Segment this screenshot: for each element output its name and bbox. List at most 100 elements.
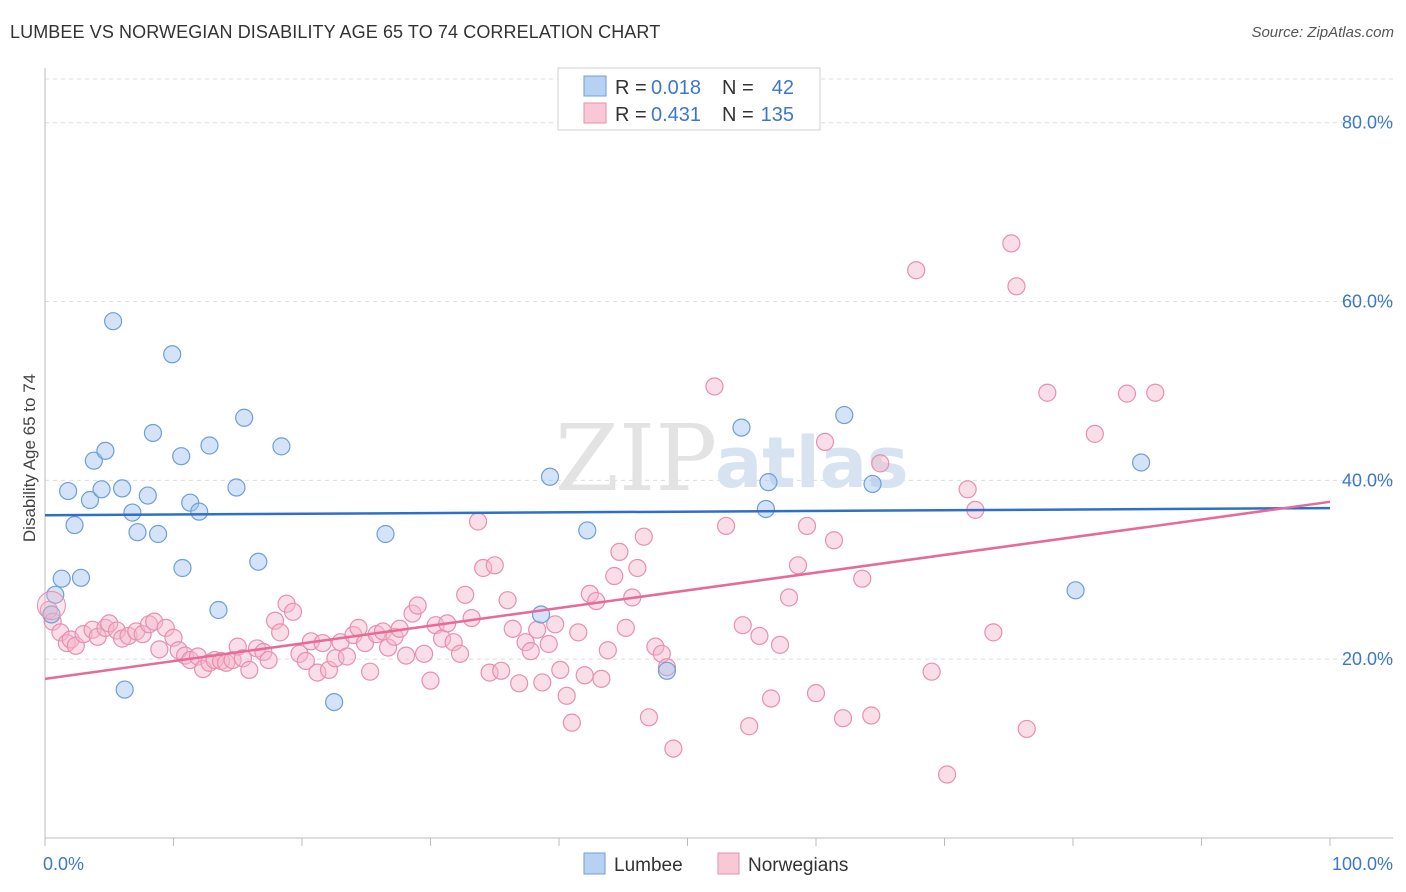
norwegian-point (815, 432, 835, 452)
norwegian-point (646, 637, 665, 656)
lumbee-point (104, 312, 123, 331)
norwegian-point (528, 620, 547, 639)
norwegian-point (575, 666, 594, 685)
lumbee-point (92, 480, 111, 499)
x-tick-label: 0.0% (43, 854, 84, 874)
norwegian-point (271, 623, 290, 642)
norwegian-point (1007, 277, 1026, 296)
norwegian-point (492, 661, 511, 680)
lumbee-point (1066, 581, 1085, 600)
norwegian-point (1117, 384, 1137, 403)
lumbee-point (84, 451, 103, 470)
norwegian-point (510, 674, 529, 693)
norwegian-point (51, 623, 70, 642)
lumbee-point (325, 692, 344, 712)
norwegian-point (750, 626, 769, 646)
watermark-atlas: atlas (715, 422, 909, 504)
norwegian-point (516, 633, 535, 652)
norwegian-point (133, 625, 152, 644)
lumbee-point (123, 503, 142, 522)
norwegian-point (639, 708, 659, 727)
norwegian-point (569, 623, 588, 642)
norwegian-point (240, 660, 259, 680)
norwegian-point (468, 512, 488, 531)
norwegian-point (337, 647, 357, 666)
legend-box: R = 0.018 N = 42 R = 0.431 N = 135 (557, 67, 821, 131)
grid-lines (45, 78, 1393, 660)
lumbee-point (578, 521, 597, 540)
lumbee-point (115, 680, 134, 699)
norwegian-point (1002, 234, 1021, 253)
lumbee-point (173, 558, 192, 578)
norwegian-point (937, 765, 957, 784)
lumbee-point (163, 345, 182, 364)
norwegian-point (592, 669, 611, 688)
lumbee-point (46, 585, 65, 604)
chart-title: LUMBEE VS NORWEGIAN DISABILITY AGE 65 TO… (10, 22, 661, 42)
legend-n-value: 135 (761, 104, 794, 126)
lumbee-point (209, 600, 228, 620)
norwegian-point (562, 713, 581, 732)
lumbee-point (80, 490, 100, 510)
lumbee-point (65, 515, 84, 535)
norwegian-point (145, 612, 164, 631)
norwegian-point (36, 591, 66, 621)
lumbee-point (732, 418, 751, 437)
lumbee-point (249, 552, 268, 571)
norwegian-point (1146, 383, 1165, 402)
lumbee-point (759, 473, 778, 492)
norwegian-point (474, 558, 493, 578)
norwegian-point (922, 662, 941, 681)
norwegian-point (1085, 424, 1104, 443)
norwegian-point (290, 644, 309, 663)
norwegian-point (503, 619, 522, 638)
bottom-legend-swatch (717, 852, 740, 875)
norwegian-point (259, 650, 278, 670)
norwegian-point (652, 644, 671, 663)
x-tick-label: 100.0% (1332, 854, 1393, 874)
norwegian-point (396, 646, 416, 665)
norwegian-point (296, 651, 315, 671)
norwegian-point (378, 638, 398, 657)
data-points (36, 234, 1165, 784)
norwegian-point (498, 591, 517, 610)
norwegian-point (770, 635, 790, 654)
norwegian-point (705, 377, 724, 396)
lumbee-point (1132, 453, 1151, 472)
norwegian-point (797, 516, 817, 536)
norwegian-point (984, 623, 1003, 642)
norwegian-point (521, 642, 540, 661)
lumbee-point (756, 499, 775, 519)
y-tick-label: 40.0% (1342, 470, 1393, 490)
axes: 20.0% 40.0% 60.0% 80.0% 0.0% 100.0% (43, 68, 1393, 874)
bottom-legend-swatch (583, 852, 606, 875)
legend-r-value: 0.018 (651, 77, 701, 99)
lumbee-point (835, 405, 854, 425)
lumbee-point (148, 524, 168, 544)
legend-n-label: N = (722, 104, 754, 126)
norwegian-point (233, 649, 252, 668)
norwegian-point (308, 663, 327, 682)
bottom-legend: Lumbee Norwegians (583, 852, 848, 876)
lumbee-point (863, 474, 882, 494)
norwegian-point (546, 615, 565, 634)
y-tick-label: 60.0% (1342, 292, 1393, 312)
norwegian-point (100, 614, 119, 633)
bottom-legend-label: Norwegians (748, 855, 848, 876)
lumbee-point (59, 481, 78, 501)
lumbee-point (200, 436, 219, 455)
norwegian-point (156, 618, 175, 637)
norwegian-point (761, 689, 781, 708)
norwegian-point (313, 633, 332, 653)
norwegian-point (539, 634, 558, 654)
norwegian-point (664, 739, 683, 758)
lumbee-point (52, 569, 71, 588)
trend-lines (44, 500, 1331, 681)
lumbee-point (128, 523, 147, 542)
norwegian-point (598, 641, 617, 660)
norwegian-point (616, 618, 635, 637)
norwegian-point (634, 527, 653, 546)
norwegian-point (361, 662, 380, 681)
norwegian-point (421, 671, 440, 690)
